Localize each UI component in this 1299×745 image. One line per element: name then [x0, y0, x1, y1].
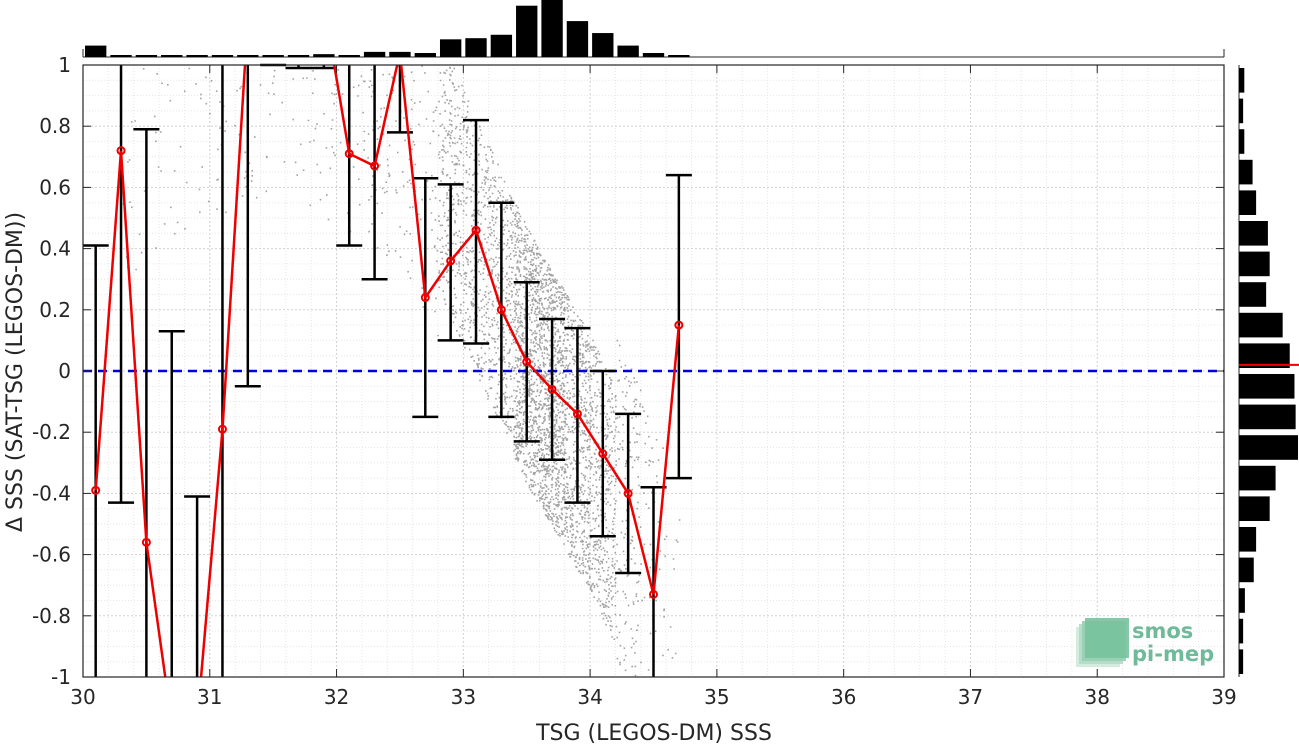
mean-point — [116, 146, 126, 156]
mean-point — [141, 537, 151, 547]
y-tick-label: -1 — [51, 665, 71, 689]
mean-point — [547, 384, 557, 394]
x-tick-label: 34 — [577, 685, 602, 709]
x-tick-label: 37 — [958, 685, 983, 709]
top-hist-bar — [313, 54, 335, 57]
top-hist-bar — [135, 55, 158, 57]
top-hist-bar — [490, 34, 513, 57]
mean-point — [649, 589, 658, 599]
right-hist-bar — [1239, 68, 1245, 93]
right-histogram — [1238, 65, 1299, 677]
axes-frame — [82, 64, 1225, 678]
y-tick-label: 0.2 — [39, 298, 71, 322]
right-hist-bar — [1239, 435, 1298, 460]
top-hist-bar — [668, 55, 690, 57]
mean-point — [623, 488, 633, 498]
x-tick-label: 35 — [704, 685, 729, 709]
mean-point — [496, 305, 506, 315]
right-hist-bar — [1239, 98, 1244, 124]
top-hist-bar — [161, 55, 183, 57]
logo-tile — [1085, 618, 1129, 658]
right-hist-bar — [1239, 374, 1295, 399]
y-tick-label: -0.4 — [32, 481, 71, 505]
top-hist-bar — [389, 51, 411, 57]
y-tick-label: 0.8 — [39, 114, 71, 138]
top-hist-bar — [541, 0, 563, 57]
y-tick-label: -0.2 — [32, 420, 71, 444]
mean-point — [370, 161, 380, 171]
top-hist-bar — [414, 53, 436, 57]
top-hist-bar — [363, 51, 386, 57]
right-hist-bar — [1239, 465, 1276, 491]
y-tick-label: -0.6 — [32, 543, 71, 567]
x-tick-label: 30 — [70, 685, 95, 709]
top-hist-bar — [85, 45, 107, 57]
x-tick-label: 36 — [831, 685, 856, 709]
y-tick-label: 0 — [58, 359, 71, 383]
top-histogram — [82, 0, 1225, 58]
y-tick-label: 0.6 — [39, 175, 71, 199]
right-hist-bar — [1239, 527, 1257, 552]
mean-point — [446, 256, 456, 266]
x-axis-title: TSG (LEGOS-DM) SSS — [535, 721, 772, 745]
mean-series-clip — [91, 65, 684, 677]
logo-line1: smos — [1132, 619, 1193, 643]
right-hist-bar — [1239, 588, 1245, 613]
binned-mean-series — [91, 65, 684, 677]
top-hist-bar — [186, 55, 208, 57]
right-hist-bar — [1239, 221, 1268, 246]
smos-logo: smos pi-mep — [1076, 618, 1214, 667]
x-tick-label: 38 — [1084, 685, 1109, 709]
right-hist-bar — [1239, 312, 1283, 338]
mean-point — [471, 225, 481, 235]
right-hist-bar — [1239, 251, 1270, 277]
mean-point — [91, 485, 101, 495]
top-hist-bar — [592, 33, 614, 57]
top-hist-bar — [516, 5, 538, 57]
right-hist-bar — [1239, 159, 1253, 185]
right-hist-bar — [1239, 190, 1257, 215]
mean-point — [674, 320, 684, 330]
top-hist-bar — [465, 38, 487, 57]
top-hist-bar — [211, 55, 234, 57]
x-tick-label: 39 — [1211, 685, 1236, 709]
top-hist-bar — [338, 55, 360, 57]
mean-line — [94, 65, 681, 677]
y-axis-title: Δ SSS (SAT-TSG (LEGOS-DM)) — [3, 212, 28, 532]
right-hist-bar — [1239, 557, 1254, 583]
mean-point — [217, 424, 227, 434]
right-hist-bar — [1239, 404, 1296, 430]
x-tick-label: 33 — [451, 685, 476, 709]
top-hist-bar — [110, 55, 132, 57]
mean-point — [344, 149, 354, 159]
right-hist-bar — [1239, 649, 1244, 674]
top-hist-bar — [262, 55, 284, 57]
right-hist-bar — [1239, 129, 1245, 154]
y-tick-label: 0.4 — [39, 237, 71, 261]
top-hist-bar — [617, 45, 639, 57]
logo-line2: pi-mep — [1132, 642, 1214, 666]
right-hist-bar — [1239, 282, 1267, 307]
x-tick-label: 31 — [197, 685, 222, 709]
top-hist-bar — [439, 39, 462, 57]
logo-mark — [1076, 618, 1129, 667]
right-hist-bar — [1239, 618, 1244, 644]
mean-point — [522, 357, 532, 367]
y-tick-label: -0.8 — [32, 604, 71, 628]
top-hist-bar — [287, 55, 310, 57]
top-hist-bar — [642, 53, 665, 57]
top-hist-bar — [237, 55, 259, 57]
y-tick-label: 1 — [58, 53, 71, 77]
x-tick-label: 32 — [324, 685, 349, 709]
top-hist-bar — [566, 21, 589, 57]
mean-point — [598, 449, 608, 459]
mean-point — [572, 409, 582, 419]
mean-point — [420, 293, 430, 303]
right-hist-bar — [1239, 496, 1270, 521]
tick-labels: 30 31 32 33 34 35 36 37 38 39 -1 -0.8 -0.6 -0.4 -0.2 0 0… — [32, 53, 1237, 709]
